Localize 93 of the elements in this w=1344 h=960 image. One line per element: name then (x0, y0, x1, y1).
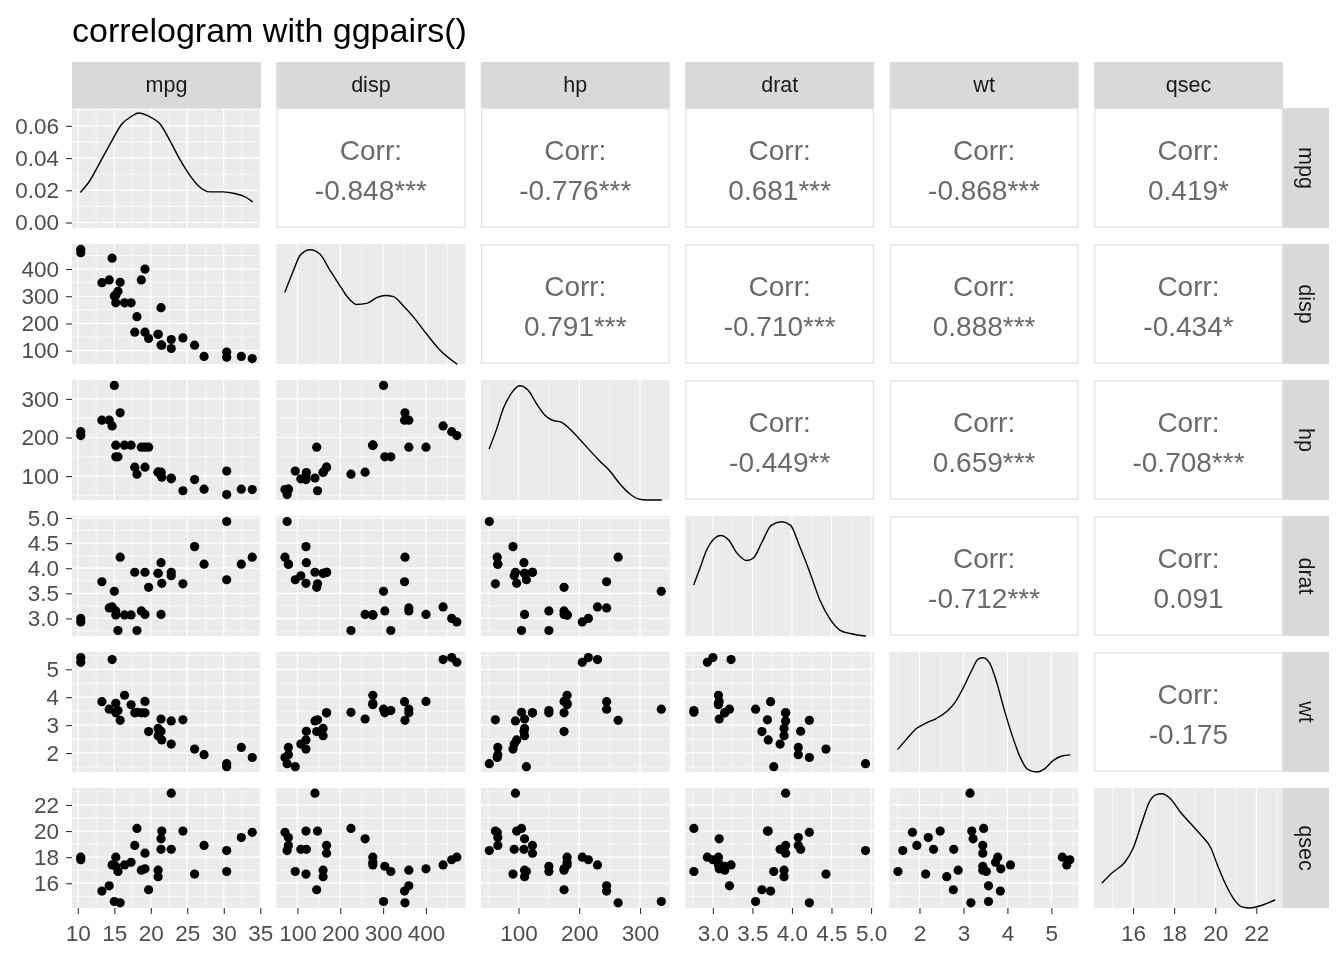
text: 0.681*** (728, 174, 832, 206)
text: -0.434* (1143, 310, 1234, 342)
text: Corr: (544, 270, 607, 302)
y-tick-label: 4 (46, 684, 59, 710)
x-tick-label: 20 (1203, 920, 1229, 946)
text: disp (351, 73, 391, 97)
text: Corr: (748, 134, 811, 166)
y-tick-label: 3 (46, 712, 59, 738)
y-tick-label: 5.0 (27, 505, 59, 531)
x-tick-label: 3 (957, 920, 971, 946)
y-tick-label: 400 (21, 256, 59, 282)
x-tick-label: 35 (248, 920, 274, 946)
y-tick-label: 4.0 (27, 555, 59, 581)
text: -0.868*** (928, 174, 1041, 206)
x-tick-label: 15 (102, 920, 128, 946)
y-tick-label: 100 (21, 463, 59, 489)
text: -0.175 (1148, 718, 1229, 750)
text: -0.712*** (928, 582, 1041, 614)
y2-axis-title: qsec (1294, 825, 1318, 871)
text: 0.091 (1153, 582, 1224, 614)
y-tick-label: 0.02 (15, 178, 59, 204)
x-tick-label: 3.0 (697, 920, 730, 946)
text: Corr: (952, 134, 1016, 166)
y-tick-label: 3.5 (27, 581, 59, 607)
x-tick-label: 200 (560, 920, 599, 946)
text: -0.449** (729, 446, 831, 478)
y-tick-label: 22 (33, 792, 59, 818)
y-tick-label: 0.00 (15, 210, 59, 236)
text: correlogram with ggpairs() (72, 11, 467, 49)
text: 0.791*** (523, 310, 627, 342)
y-tick-label: 20 (33, 818, 59, 844)
y-tick-label: 100 (21, 338, 59, 364)
x-tick-label: 22 (1244, 920, 1270, 946)
x-tick-label: 3.5 (737, 920, 769, 946)
y-tick-label: 0.04 (15, 145, 59, 171)
text: Corr: (339, 134, 403, 166)
text: -0.710*** (723, 310, 836, 342)
x-tick-label: 25 (175, 920, 201, 946)
text: drat (761, 73, 799, 97)
x-tick-label: 300 (364, 920, 403, 946)
x-tick-label: 30 (211, 920, 237, 946)
text: 0.419* (1148, 174, 1230, 206)
text: wt (972, 73, 995, 97)
x-tick-label: 400 (407, 920, 446, 946)
x-tick-label: 300 (621, 920, 660, 946)
y-tick-label: 200 (21, 311, 59, 337)
x-tick-label: 5 (1045, 920, 1059, 946)
text: Corr: (952, 542, 1016, 574)
text: Corr: (748, 270, 811, 302)
x-tick-label: 4.5 (816, 920, 848, 946)
text: Corr: (1157, 134, 1220, 166)
x-tick-label: 200 (321, 920, 360, 946)
x-tick-label: 100 (279, 920, 317, 946)
x-tick-label: 4.0 (776, 920, 809, 946)
text: Corr: (1157, 542, 1220, 574)
y-tick-label: 4.5 (27, 530, 59, 556)
y-tick-label: 300 (21, 386, 59, 412)
text: -0.708*** (1132, 446, 1245, 478)
text: Corr: (952, 406, 1016, 438)
text: hp (1294, 428, 1318, 452)
y-tick-label: 18 (33, 844, 59, 870)
y-tick-label: 200 (21, 425, 59, 451)
text: disp (1294, 284, 1318, 324)
y-tick-label: 300 (21, 283, 59, 309)
text: mpg (1294, 147, 1318, 189)
text: Corr: (952, 270, 1016, 302)
text: Corr: (1157, 406, 1220, 438)
x-tick-label: 2 (913, 920, 927, 946)
x-tick-label: 18 (1162, 920, 1188, 946)
chart-title: mpg (145, 73, 188, 97)
y-tick-label: 16 (33, 870, 59, 896)
y-tick-label: 0.06 (15, 113, 59, 139)
text: qsec (1165, 73, 1212, 97)
y-tick-label: 3.0 (27, 606, 59, 632)
text: wt (1294, 700, 1318, 723)
x-tick-label: 10 (65, 920, 91, 946)
x-tick-label: 16 (1121, 920, 1147, 946)
y-tick-label: 2 (46, 740, 59, 766)
text: Corr: (544, 134, 607, 166)
x-tick-label: 4 (1001, 920, 1015, 946)
y-tick-label: 5 (46, 657, 59, 682)
x-tick-label: 5.0 (855, 920, 888, 946)
text: Corr: (748, 406, 811, 438)
text: drat (1294, 557, 1318, 595)
x-tick-label: 20 (138, 920, 164, 946)
text: 0.659*** (932, 446, 1036, 478)
text: Corr: (1157, 270, 1220, 302)
text: -0.776*** (519, 174, 632, 206)
text: 0.888*** (932, 310, 1036, 342)
text: hp (563, 73, 588, 97)
text: Corr: (1157, 678, 1220, 710)
text: -0.848*** (314, 174, 428, 206)
x-tick-label: 100 (500, 920, 538, 946)
